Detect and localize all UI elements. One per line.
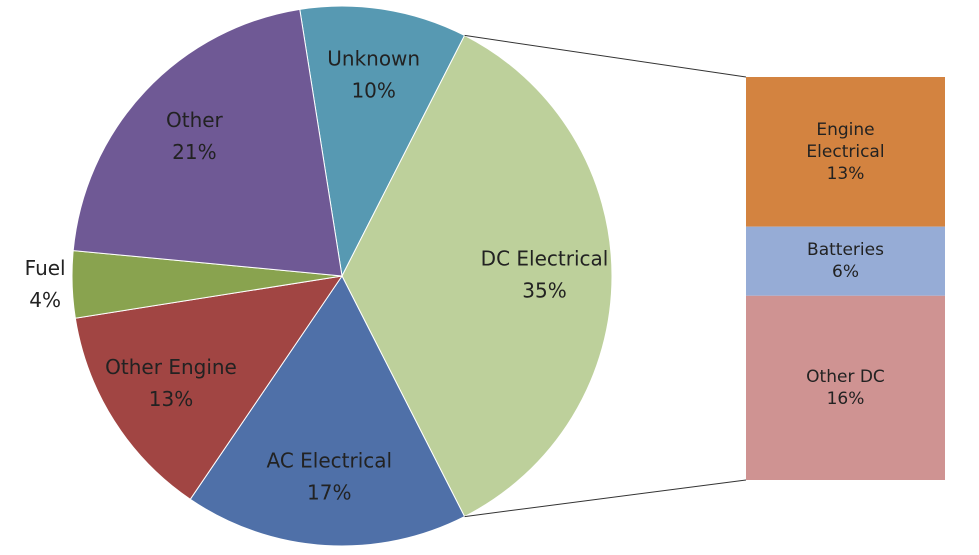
bar-segment	[746, 226, 945, 296]
connector-line	[464, 34, 747, 78]
pie-slice	[72, 8, 343, 277]
bar-segment	[746, 295, 945, 480]
pie-slice	[74, 275, 344, 501]
slice-label: Unknown	[327, 46, 420, 70]
pie-slice	[341, 34, 613, 518]
slice-value-label: 17%	[307, 481, 351, 505]
bar-category: Other DC	[806, 366, 885, 387]
connector-line	[464, 479, 747, 518]
bar-value-label: 13%	[826, 163, 865, 184]
bar-segment	[746, 77, 945, 227]
slice-value-label: 21%	[172, 140, 216, 164]
slice-value-label: 13%	[149, 387, 193, 411]
slice-value-label: 10%	[351, 78, 395, 102]
bar-category: Engine Electrical	[806, 119, 885, 162]
bar-category: Batteries	[807, 240, 884, 261]
slice-label: DC Electrical	[481, 247, 609, 271]
bar-label: Batteries 6%	[786, 239, 905, 283]
pie-slice	[299, 5, 466, 278]
bar-label: Other DC 16%	[786, 366, 905, 410]
slice-label: AC Electrical	[266, 449, 392, 473]
slice-value-label: 35%	[522, 279, 566, 303]
slice-label: Other Engine	[105, 355, 237, 379]
bar-label: Engine Electrical 13%	[786, 119, 905, 185]
pie-slice	[189, 275, 466, 547]
slice-label: Other	[166, 108, 224, 132]
slice-label: Fuel	[25, 256, 66, 280]
bar-value-label: 16%	[826, 388, 865, 409]
slice-value-label: 4%	[29, 288, 61, 312]
bar-value-label: 6%	[832, 262, 859, 283]
